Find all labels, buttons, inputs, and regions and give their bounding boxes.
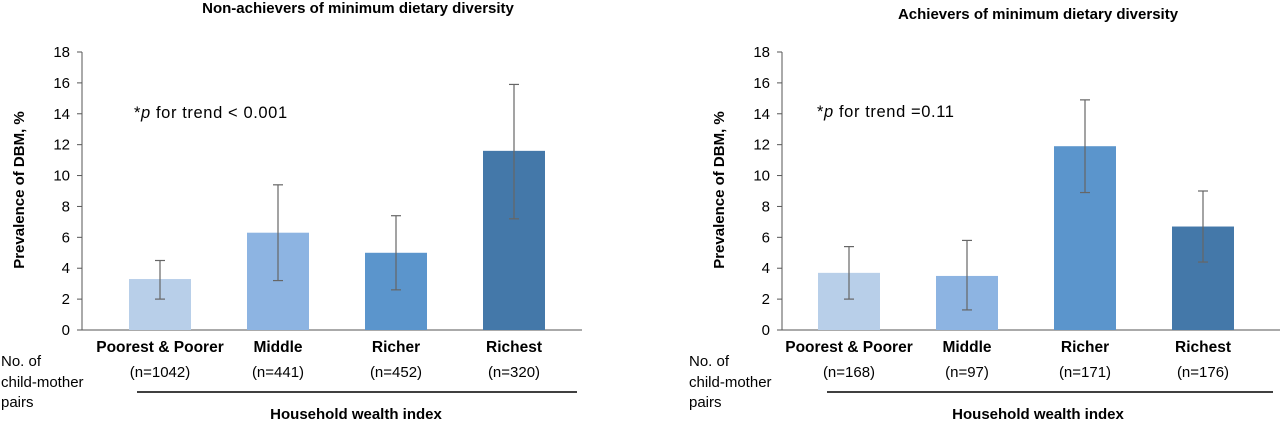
- y-tick-label: 0: [62, 322, 70, 339]
- category-label: Poorest & Poorer: [785, 339, 912, 356]
- y-axis-label: Prevalence of DBM, %: [11, 111, 28, 269]
- row-label-line: No. of: [1, 353, 42, 370]
- y-tick-label: 10: [53, 168, 70, 185]
- y-tick-label: 14: [53, 106, 70, 123]
- chart-achievers: Achievers of minimum dietary diversity Pr…: [640, 0, 1280, 423]
- sample-count-label: (n=320): [488, 364, 540, 381]
- annotation-prefix: *: [134, 104, 141, 122]
- y-tick-label: 0: [762, 322, 770, 339]
- y-tick-label: 12: [53, 137, 70, 154]
- row-label-line: child-mother: [1, 374, 84, 391]
- y-tick-label: 18: [53, 44, 70, 61]
- sample-count-label: (n=97): [945, 364, 989, 381]
- y-tick-label: 14: [753, 106, 770, 123]
- sample-count-label: (n=452): [370, 364, 422, 381]
- y-tick-label: 2: [62, 291, 70, 308]
- sample-count-label: (n=1042): [130, 364, 190, 381]
- category-label: Richer: [1061, 339, 1109, 356]
- row-label-line: child-mother: [689, 374, 772, 391]
- chart-non-achievers-svg: Non-achievers of minimum dietary diversi…: [1, 0, 582, 423]
- annotation-text: for trend < 0.001: [151, 104, 288, 122]
- x-axis-label: Household wealth index: [952, 406, 1124, 423]
- category-label: Richest: [1175, 339, 1231, 356]
- y-tick-label: 16: [753, 75, 770, 92]
- chart-achievers-svg: Achievers of minimum dietary diversity Pr…: [689, 6, 1280, 423]
- y-tick-label: 16: [53, 75, 70, 92]
- annotation-p: p: [140, 104, 151, 122]
- annotation-p: p: [823, 103, 834, 121]
- y-tick-label: 6: [62, 229, 70, 246]
- row-label-line: pairs: [689, 394, 722, 411]
- chart-title: Non-achievers of minimum dietary diversi…: [202, 0, 514, 17]
- y-tick-label: 4: [62, 260, 70, 277]
- sample-count-label: (n=176): [1177, 364, 1229, 381]
- y-tick-label: 6: [762, 229, 770, 246]
- y-axis-label: Prevalence of DBM, %: [711, 111, 728, 269]
- chart-title: Achievers of minimum dietary diversity: [898, 6, 1179, 23]
- y-tick-label: 8: [762, 198, 770, 215]
- category-label: Middle: [253, 339, 302, 356]
- row-label-line: No. of: [689, 353, 730, 370]
- y-tick-label: 12: [753, 137, 770, 154]
- y-tick-label: 4: [762, 260, 770, 277]
- annotation-prefix: *: [817, 103, 824, 121]
- annotation-text: for trend =0.11: [834, 103, 955, 121]
- category-label: Richer: [372, 339, 420, 356]
- y-tick-label: 2: [762, 291, 770, 308]
- row-label-line: pairs: [1, 394, 34, 411]
- y-tick-label: 10: [753, 168, 770, 185]
- y-tick-label: 18: [753, 44, 770, 61]
- chart-non-achievers: Non-achievers of minimum dietary diversi…: [1, 0, 582, 423]
- sample-count-label: (n=171): [1059, 364, 1111, 381]
- y-tick-label: 8: [62, 198, 70, 215]
- sample-count-label: (n=441): [252, 364, 304, 381]
- x-axis-label: Household wealth index: [270, 406, 442, 423]
- trend-annotation: *p for trend =0.11: [817, 103, 955, 121]
- trend-annotation: *p for trend < 0.001: [134, 104, 288, 122]
- category-label: Richest: [486, 339, 542, 356]
- category-label: Middle: [942, 339, 991, 356]
- sample-count-label: (n=168): [823, 364, 875, 381]
- category-label: Poorest & Poorer: [96, 339, 223, 356]
